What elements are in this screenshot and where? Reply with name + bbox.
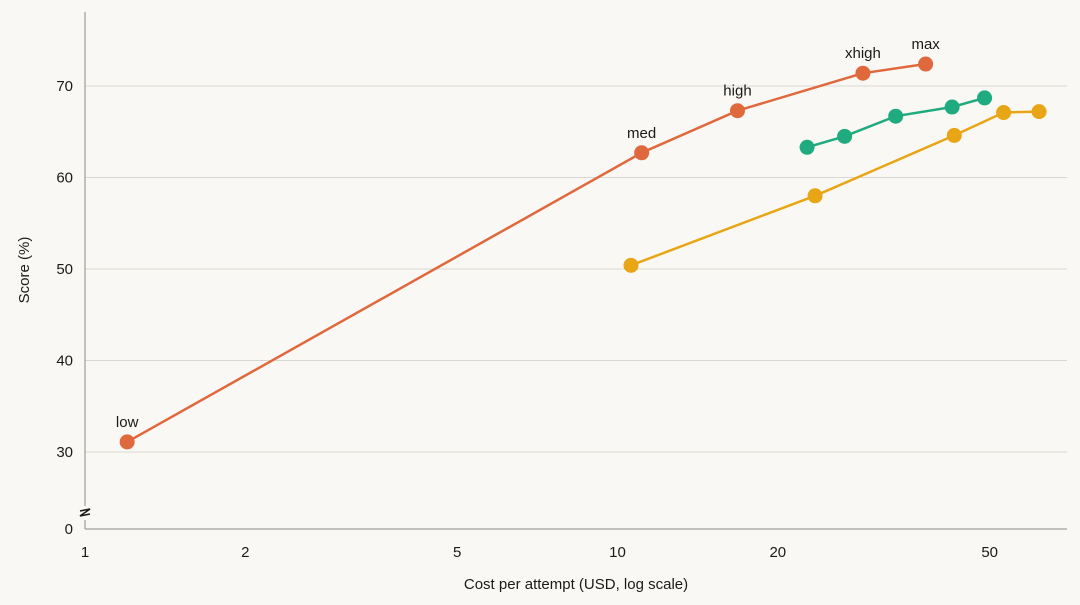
data-point-label: med — [627, 125, 656, 142]
x-tick-label: 50 — [981, 544, 998, 561]
data-point — [888, 108, 904, 124]
x-tick-label: 2 — [241, 544, 249, 561]
data-point — [729, 103, 745, 119]
data-point — [634, 145, 650, 161]
data-point — [977, 90, 993, 106]
x-tick-label: 20 — [769, 544, 786, 561]
data-point — [1031, 104, 1047, 120]
data-point — [119, 434, 135, 450]
x-tick-labels: 1 2 5 10 20 50 — [81, 544, 998, 561]
x-tick-label: 5 — [453, 544, 461, 561]
y-axis-title: Score (%) — [16, 237, 33, 304]
data-point — [918, 56, 934, 72]
series: low med high xhigh max — [116, 36, 1047, 450]
series-1: low med high xhigh max — [116, 36, 940, 450]
y-tick-label: 40 — [56, 353, 73, 370]
data-point — [855, 65, 871, 81]
series-line — [126, 62, 926, 443]
series-2 — [799, 90, 993, 155]
data-point — [946, 127, 962, 143]
data-point-label: max — [911, 36, 940, 53]
data-point-label: low — [116, 414, 139, 431]
y-tick-label: 0 — [65, 521, 73, 538]
y-tick-labels: 0 30 40 50 60 70 — [56, 78, 73, 538]
series-3 — [623, 104, 1047, 273]
data-point-label: xhigh — [845, 45, 881, 62]
y-tick-label: 50 — [56, 261, 73, 278]
y-tick-label: 60 — [56, 170, 73, 187]
x-tick-label: 1 — [81, 544, 89, 561]
data-point — [799, 139, 815, 155]
x-axis-title: Cost per attempt (USD, log scale) — [464, 576, 688, 593]
data-point — [996, 105, 1012, 121]
y-tick-label: 30 — [56, 444, 73, 461]
data-point — [623, 257, 639, 273]
data-point — [807, 188, 823, 204]
data-point-label: high — [723, 83, 751, 100]
axes — [79, 12, 1067, 530]
y-tick-label: 70 — [56, 78, 73, 95]
axis-break-zigzag — [79, 508, 91, 517]
series-line — [630, 110, 1040, 267]
data-point — [837, 128, 853, 144]
grid-lines — [85, 85, 1067, 453]
y-axis-break-marker — [79, 506, 91, 520]
data-point — [944, 99, 960, 115]
x-tick-label: 10 — [609, 544, 626, 561]
